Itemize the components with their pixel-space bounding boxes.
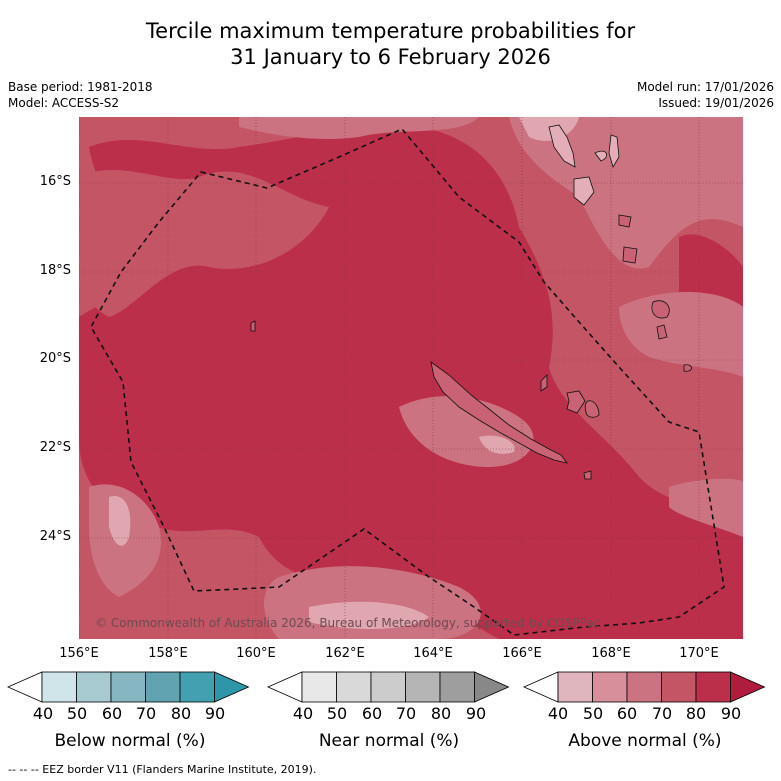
loyalty-island-lifou: [566, 390, 586, 414]
lon-label-160e: 160°E: [236, 646, 276, 661]
cb-below-segment: [179, 671, 215, 703]
lat-label-20s: 20°S: [39, 351, 71, 366]
cb-above-tick-90: 90: [720, 704, 742, 723]
region-above-60-a: [109, 496, 131, 546]
cb-below-title: Below normal (%): [54, 731, 206, 751]
issued-date: Issued: 19/01/2026: [658, 96, 774, 110]
cb-near-segment: [301, 671, 337, 703]
cb-near-tick-70: 70: [395, 704, 417, 723]
region-above-70-southeast: [669, 478, 743, 537]
cb-near-extend-low: [267, 671, 303, 703]
lat-label-16s: 16°S: [39, 174, 71, 189]
region-above-70-northwest: [79, 169, 329, 317]
cb-above-segment: [557, 671, 593, 703]
cb-near-tick-60: 60: [361, 704, 383, 723]
vanuatu-malekula: [573, 176, 595, 206]
small-island-c: [583, 470, 592, 480]
cb-above-extend-high: [730, 671, 766, 703]
cb-below-segment: [110, 671, 146, 703]
cb-near-segment: [336, 671, 372, 703]
cb-below-segment: [145, 671, 181, 703]
copyright-text: © Commonwealth of Australia 2026, Bureau…: [95, 616, 600, 630]
base-period: Base period: 1981-2018: [8, 80, 153, 94]
vanuatu-pentecost: [608, 134, 620, 168]
region-above-60-d: [309, 601, 429, 629]
lon-label-168e: 168°E: [591, 646, 631, 661]
cb-near-segment: [370, 671, 406, 703]
cb-near-tick-40: 40: [292, 704, 314, 723]
model-name: Model: ACCESS-S2: [8, 96, 120, 110]
cb-below-tick-50: 50: [66, 704, 88, 723]
cb-above-title: Above normal (%): [568, 731, 722, 751]
eez-legend-footer: -- -- -- EEZ border V11 (Flanders Marine…: [8, 763, 317, 776]
region-above-60-b: [479, 435, 515, 454]
region-above-70-top-strip: [579, 120, 659, 152]
cb-below-tick-90: 90: [204, 704, 226, 723]
cb-above-segment: [592, 671, 628, 703]
new-caledonia-island: [430, 361, 568, 464]
lon-label-156e: 156°E: [59, 646, 99, 661]
cb-below-extend-high: [214, 671, 250, 703]
lon-label-166e: 166°E: [502, 646, 542, 661]
cb-above-segment: [695, 671, 731, 703]
cb-near-segment: [439, 671, 475, 703]
loyalty-island-mare: [584, 400, 600, 418]
cb-below-tick-80: 80: [170, 704, 192, 723]
cb-below-segment: [76, 671, 112, 703]
cb-above-tick-60: 60: [616, 704, 638, 723]
small-island-b: [250, 320, 256, 332]
region-above-70-east: [619, 292, 743, 377]
meta-right: Model run: 17/01/2026 Issued: 19/01/2026: [637, 79, 774, 111]
cb-above-segment: [626, 671, 662, 703]
cb-near-tick-50: 50: [326, 704, 348, 723]
region-above-70-north: [239, 117, 479, 139]
vanuatu-tanna: [651, 300, 670, 319]
cb-above-extend-low: [523, 671, 559, 703]
cb-near-tick-90: 90: [465, 704, 487, 723]
chart-title: Tercile maximum temperature probabilitie…: [0, 18, 781, 70]
cb-above-tick-50: 50: [582, 704, 604, 723]
cb-near-segment: [405, 671, 441, 703]
cb-below-extend-low: [7, 671, 43, 703]
cb-above-tick-40: 40: [547, 704, 569, 723]
model-run: Model run: 17/01/2026: [636, 80, 774, 94]
small-island-a: [656, 324, 668, 340]
vanuatu-efate: [622, 246, 638, 264]
title-line-2: 31 January to 6 February 2026: [230, 45, 551, 69]
title-line-1: Tercile maximum temperature probabilitie…: [145, 19, 636, 43]
loyalty-island-ouvea: [540, 374, 548, 392]
probability-map: © Commonwealth of Australia 2026, Bureau…: [79, 117, 743, 639]
cb-above-segment: [661, 671, 697, 703]
cb-below-tick-60: 60: [101, 704, 123, 723]
lat-label-18s: 18°S: [39, 263, 71, 278]
meta-left: Base period: 1981-2018 Model: ACCESS-S2: [8, 79, 153, 111]
vanuatu-ambrym: [594, 150, 608, 162]
lon-label-162e: 162°E: [325, 646, 365, 661]
cb-above-tick-70: 70: [651, 704, 673, 723]
colorbars: [7, 671, 766, 703]
vanuatu-erromango: [618, 214, 632, 228]
eez-border: [90, 128, 725, 636]
cb-near-tick-80: 80: [430, 704, 452, 723]
lat-label-24s: 24°S: [39, 529, 71, 544]
cb-above-tick-80: 80: [685, 704, 707, 723]
cb-near-extend-high: [474, 671, 510, 703]
cb-below-segment: [41, 671, 77, 703]
small-island-d: [683, 364, 692, 372]
lon-label-170e: 170°E: [679, 646, 719, 661]
cb-below-tick-40: 40: [32, 704, 54, 723]
cb-near-title: Near normal (%): [318, 731, 460, 751]
cb-below-tick-70: 70: [135, 704, 157, 723]
lon-label-164e: 164°E: [413, 646, 453, 661]
lat-label-22s: 22°S: [39, 440, 71, 455]
lon-label-158e: 158°E: [148, 646, 188, 661]
vanuatu-espiritu-santo: [548, 124, 576, 168]
